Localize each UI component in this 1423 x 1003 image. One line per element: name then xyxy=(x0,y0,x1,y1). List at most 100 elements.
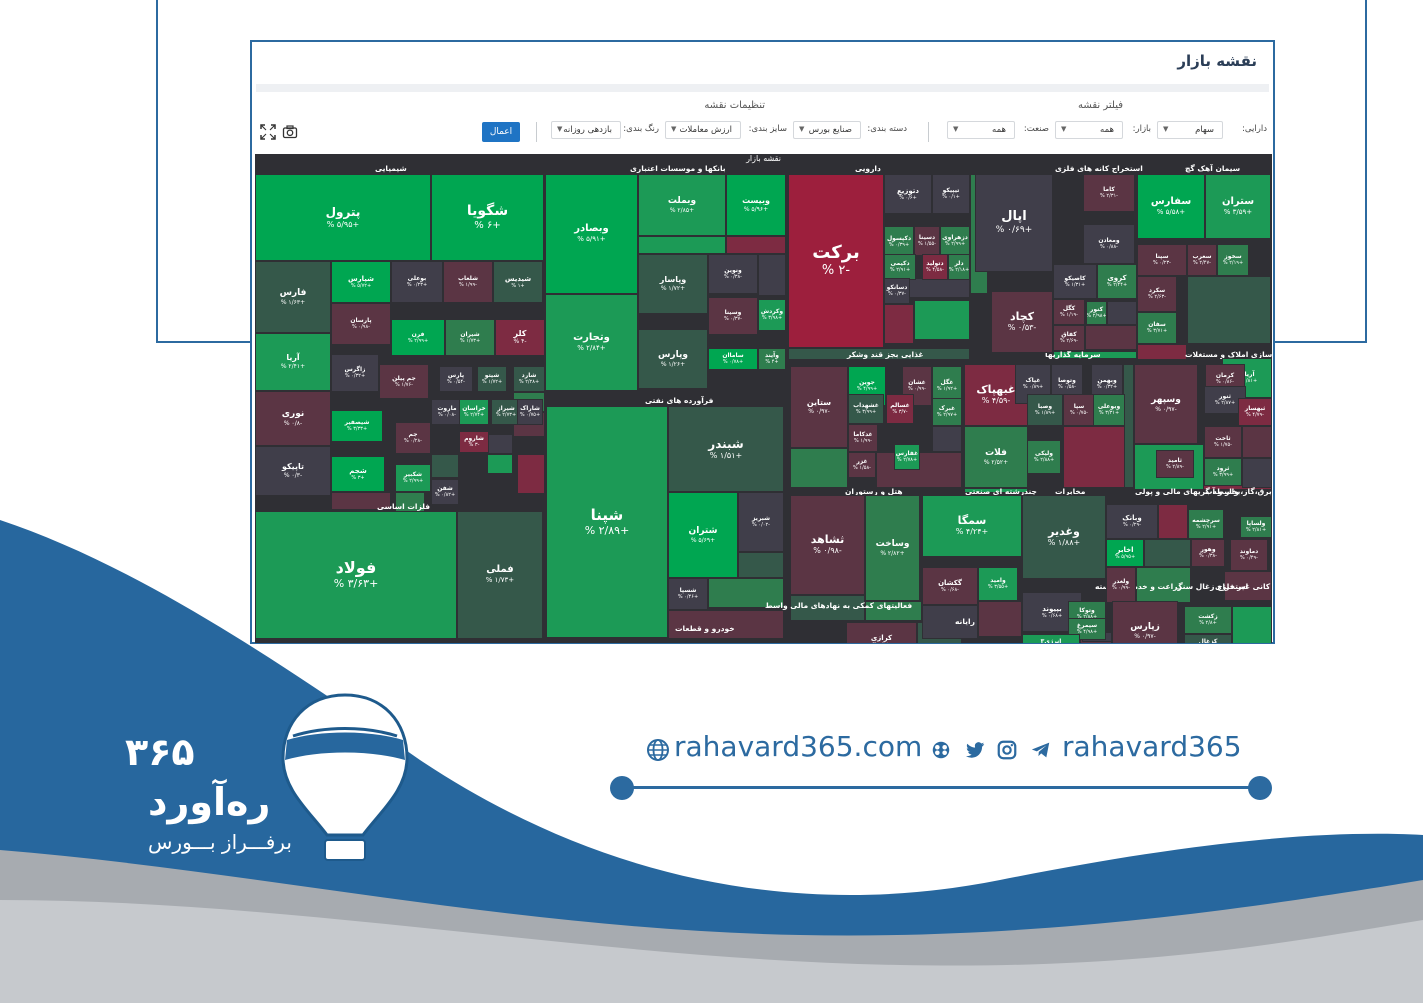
stock-tile[interactable]: غفارس% ۲/۷۸+ xyxy=(894,444,920,470)
stock-tile-small[interactable] xyxy=(517,454,545,494)
aparat-icon[interactable] xyxy=(930,739,952,761)
stock-tile[interactable]: وهور% ۰/۳۸- xyxy=(1191,539,1225,567)
color-select[interactable]: بازدهی روزانه ▼ xyxy=(551,121,621,139)
stock-tile[interactable]: تاپیکو% ۰/۳- xyxy=(255,446,331,496)
stock-tile[interactable]: شبریز% ۰/۰۲- xyxy=(738,492,784,552)
stock-tile[interactable]: وسپهر% ۰/۹۷- xyxy=(1134,364,1198,444)
stock-tile-small[interactable] xyxy=(1158,504,1188,539)
apply-button[interactable]: اعمال xyxy=(482,122,520,142)
stock-tile[interactable]: اپال% ۰/۶۹+ xyxy=(975,174,1053,272)
stock-tile-small[interactable] xyxy=(708,578,784,608)
stock-tile[interactable]: سپا% ۰/۷۵- xyxy=(1063,394,1095,426)
stock-tile-small[interactable] xyxy=(1242,426,1272,458)
stock-tile[interactable]: سفان% ۳/۷۱+ xyxy=(1137,312,1177,344)
stock-tile[interactable]: نوری% ۰/۸- xyxy=(255,391,331,446)
telegram-icon[interactable] xyxy=(1030,739,1052,761)
stock-tile[interactable]: دلر% ۲/۱۸+ xyxy=(948,254,970,280)
stock-tile[interactable]: کرازی% ۰/۸۸- xyxy=(846,622,917,643)
stock-tile-small[interactable] xyxy=(964,488,1028,493)
stock-tile[interactable]: کاصیکو% ۱/۳۱+ xyxy=(1053,264,1097,299)
camera-icon[interactable] xyxy=(282,124,298,140)
stock-tile[interactable]: غزر% ۱/۵۸- xyxy=(848,452,876,478)
social-handle[interactable]: rahavard365 xyxy=(1062,730,1242,763)
stock-tile[interactable]: دکیمی% ۲/۹۱+ xyxy=(884,254,916,280)
stock-tile[interactable]: کگل% ۱/۱۹- xyxy=(1053,299,1085,325)
stock-tile[interactable]: آریا% ۲/۴۱+ xyxy=(255,333,331,391)
stock-tile[interactable]: وبوعلی% ۳/۳۱+ xyxy=(1093,394,1125,426)
stock-tile[interactable]: کفاق% ۲/۶۹- xyxy=(1053,325,1085,351)
stock-tile[interactable]: ومعادن% ۰/۸۸- xyxy=(1083,224,1135,264)
stock-tile[interactable]: شبندر% ۱/۵۱+ xyxy=(668,406,784,492)
stock-tile-small[interactable] xyxy=(726,236,786,254)
stock-tile[interactable]: زاگرس% ۰/۳۲+ xyxy=(331,354,379,392)
stock-tile[interactable]: سکرد% ۲/۶۳- xyxy=(1137,276,1177,312)
stock-tile-small[interactable] xyxy=(1232,606,1272,643)
stock-tile[interactable]: جم پیلن% ۱/۷۶- xyxy=(379,364,429,399)
stock-tile-small[interactable] xyxy=(331,492,391,510)
stock-tile[interactable]: اخابر% ۵/۹۵+ xyxy=(1106,539,1144,567)
size-select[interactable]: ارزش معاملات ▼ xyxy=(665,121,741,139)
stock-tile-small[interactable] xyxy=(431,454,459,478)
stock-tile-small[interactable] xyxy=(668,610,784,639)
stock-tile-small[interactable] xyxy=(884,304,914,344)
stock-tile-small[interactable] xyxy=(1224,571,1272,601)
stock-tile-small[interactable] xyxy=(1242,458,1272,488)
stock-tile[interactable]: وسینا% ۰/۳۷- xyxy=(708,297,758,335)
twitter-icon[interactable] xyxy=(964,739,986,761)
stock-tile[interactable]: سغرب% ۲/۴۷- xyxy=(1187,244,1217,276)
stock-tile[interactable]: وساخت% ۲/۸۲+ xyxy=(865,495,920,601)
stock-tile[interactable]: وتجارت% ۲/۸۴+ xyxy=(545,294,638,391)
stock-tile[interactable]: دکپسول% ۰/۳۹+ xyxy=(884,226,914,258)
stock-tile[interactable]: فرن% ۲/۹۹+ xyxy=(391,319,445,356)
stock-tile-small[interactable] xyxy=(638,236,726,254)
group-select[interactable]: صنایع بورس ▼ xyxy=(793,121,861,139)
stock-tile[interactable]: سفارس% ۵/۵۸+ xyxy=(1137,174,1205,239)
market-select[interactable]: همه ▼ xyxy=(1055,121,1123,139)
stock-tile[interactable]: شیتو% ۱/۷۲+ xyxy=(477,366,507,392)
stock-tile[interactable]: وصبا% ۱/۸۹+ xyxy=(1027,394,1063,426)
stock-tile-small[interactable] xyxy=(922,605,978,639)
stock-tile-small[interactable] xyxy=(1187,276,1271,344)
stock-tile-small[interactable] xyxy=(914,300,970,340)
stock-tile[interactable]: وغدیر% ۱/۸۸+ xyxy=(1022,495,1106,579)
stock-tile[interactable]: شکبیر% ۲/۹۹+ xyxy=(395,464,431,492)
stock-tile[interactable]: شتران% ۵/۶۹+ xyxy=(668,492,738,578)
stock-tile[interactable]: پترول% ۵/۹۵+ xyxy=(255,174,431,261)
stock-tile[interactable]: گکشان% ۰/۶۸- xyxy=(922,567,978,605)
stock-tile[interactable]: وبانک% ۰/۲۹- xyxy=(1106,504,1158,539)
stock-tile[interactable]: دتولید% ۴/۵۸- xyxy=(922,254,948,280)
stock-tile[interactable]: تیپیکو% ۰/۱+ xyxy=(932,174,970,214)
stock-tile-small[interactable] xyxy=(1137,344,1187,360)
stock-tile-small[interactable] xyxy=(1053,351,1137,359)
stock-tile[interactable]: ستاین% ۰/۹۷- xyxy=(790,366,848,448)
stock-tile[interactable]: دسینا% ۱/۵۵- xyxy=(914,226,940,256)
website-link[interactable]: rahavard365.com xyxy=(674,730,923,763)
fullscreen-icon[interactable] xyxy=(260,124,276,140)
stock-tile[interactable]: فولاد% ۳/۶۳+ xyxy=(255,511,457,639)
stock-tile[interactable]: ساماان% ۰/۷۸+ xyxy=(708,348,758,370)
stock-tile-small[interactable] xyxy=(1144,539,1191,567)
stock-tile-small[interactable] xyxy=(487,434,513,454)
stock-tile[interactable]: سمگا% ۴/۲۴+ xyxy=(922,495,1022,557)
stock-tile[interactable]: کنور% ۲/۹۸+ xyxy=(1086,301,1107,325)
stock-tile[interactable]: خراسان% ۲/۷۴+ xyxy=(459,399,489,425)
stock-tile[interactable]: وآیند% ۴+ xyxy=(758,348,786,370)
stock-tile[interactable]: وبملت% ۲/۸۵+ xyxy=(638,174,726,236)
stock-tile[interactable]: وپارس% ۱/۲۶+ xyxy=(638,329,708,389)
stock-tile[interactable]: دزهراوی% ۲/۹۹+ xyxy=(940,226,970,256)
stock-tile[interactable]: کلر% ۴- xyxy=(495,319,545,356)
stock-tile[interactable]: فارس% ۱/۶۳+ xyxy=(255,261,331,333)
stock-tile[interactable]: دماوند% ۰/۴۹- xyxy=(1230,539,1268,571)
stock-tile[interactable]: غشهداب% ۳/۹۹+ xyxy=(848,394,884,424)
stock-tile[interactable]: زکشت% ۲/۸+ xyxy=(1184,606,1232,634)
stock-tile-small[interactable] xyxy=(978,601,1022,637)
stock-tile[interactable]: شیران% ۱/۷۳+ xyxy=(445,319,495,356)
stock-tile[interactable]: دسانکو% ۰/۳۷- xyxy=(884,278,910,304)
stock-tile[interactable]: ثامید% ۲/۸۹- xyxy=(1156,450,1194,478)
stock-tile[interactable]: شفن% ۰/۸۲+ xyxy=(431,479,459,505)
stock-tile-small[interactable] xyxy=(1063,426,1125,488)
stock-tile[interactable]: سپنا% ۰/۲۳- xyxy=(1137,244,1187,276)
stock-tile[interactable]: شیدیس% ۱+ xyxy=(493,261,543,303)
stock-tile[interactable]: فملی% ۱/۷۳+ xyxy=(457,511,543,639)
stock-tile[interactable]: ونوین% ۰/۳۸- xyxy=(708,254,758,294)
